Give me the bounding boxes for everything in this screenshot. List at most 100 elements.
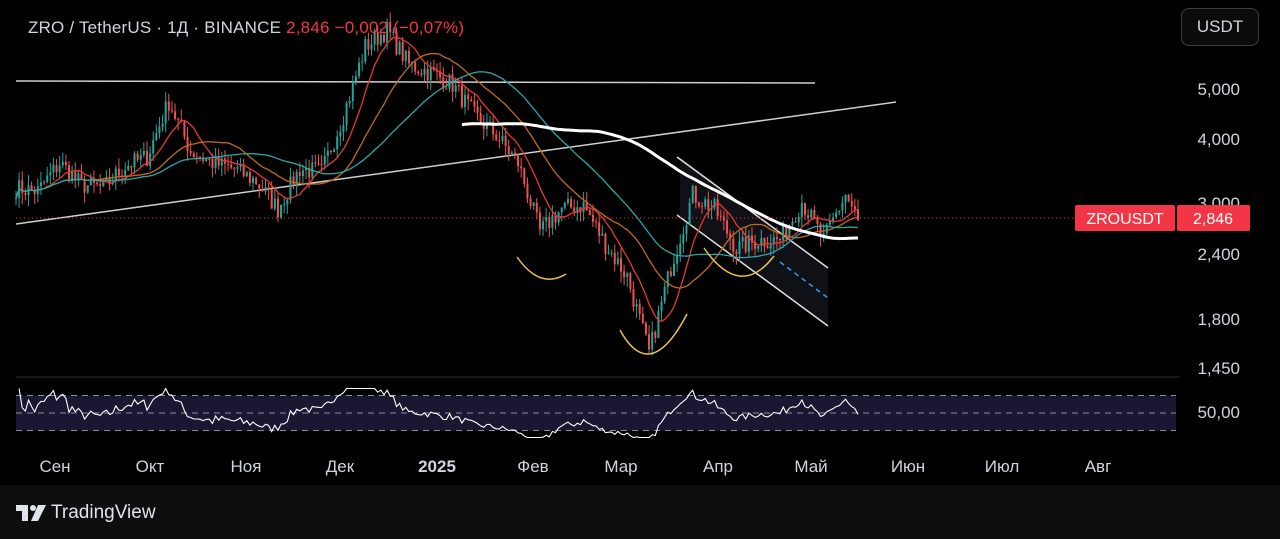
symbol-title[interactable]: ZRO / TetherUS · 1Д · BINANCE — [28, 18, 282, 37]
candle-body — [382, 34, 385, 43]
candle-body — [476, 106, 479, 114]
ascending-trendline — [15, 101, 897, 225]
candle-body — [819, 223, 822, 236]
candle-body — [757, 245, 760, 249]
candle-body — [49, 172, 52, 176]
candle-body — [420, 73, 423, 75]
candle-body — [738, 241, 741, 254]
candle-body — [857, 209, 859, 221]
candle-body — [669, 271, 672, 277]
candle-body — [308, 167, 311, 178]
candle-body — [601, 233, 604, 236]
candle-body — [460, 85, 463, 107]
candle-body — [448, 74, 451, 89]
candle-body — [80, 173, 83, 179]
currency-button[interactable]: USDT — [1181, 8, 1259, 46]
candle-body — [554, 215, 557, 223]
candle-body — [145, 151, 148, 166]
candle-body — [741, 236, 744, 242]
candle-body — [83, 178, 86, 193]
candle-body — [267, 187, 270, 190]
rsi-pane[interactable] — [16, 395, 1176, 431]
candle-body — [298, 171, 301, 176]
candle-body — [607, 252, 610, 254]
candle-body — [766, 246, 769, 249]
candle-body — [570, 199, 573, 208]
candle-body — [255, 177, 258, 185]
candle-body — [529, 198, 532, 206]
candle-body — [657, 310, 660, 338]
candle-body — [414, 62, 417, 72]
candle-body — [348, 101, 351, 104]
ma-200-line — [461, 122, 858, 241]
brand-name[interactable]: TradingView — [51, 502, 156, 523]
candle-body — [248, 171, 251, 183]
candle-body — [292, 176, 295, 186]
rsi-tick-50: 50,00 — [1197, 403, 1240, 422]
candle-body — [245, 171, 248, 177]
candle-body — [404, 50, 407, 61]
candle-body — [619, 258, 622, 272]
candle-body — [142, 151, 145, 156]
tradingview-logo-icon[interactable] — [16, 503, 46, 523]
candle-body — [697, 202, 700, 206]
candle-body — [445, 88, 448, 90]
candle-body — [676, 254, 679, 264]
candle-body — [326, 150, 329, 156]
candle-body — [629, 273, 632, 289]
price-label-value-bg — [1177, 205, 1250, 231]
candle-body — [273, 198, 276, 209]
candle-body — [429, 67, 432, 81]
candle-body — [638, 303, 641, 314]
candle-body — [208, 158, 211, 160]
channel-lower-line — [676, 214, 829, 327]
candle-body — [694, 186, 697, 203]
candle-body — [828, 221, 831, 225]
x-tick-sep: Сен — [39, 457, 70, 476]
x-tick-jun: Июн — [891, 457, 925, 476]
candle-body — [242, 163, 245, 177]
symbol-header[interactable]: ZRO / TetherUS · 1Д · BINANCE 2,846 −0,0… — [28, 18, 464, 38]
candle-body — [386, 21, 389, 43]
pattern-arcs — [516, 247, 775, 355]
candle-body — [417, 71, 420, 74]
candle-body — [495, 134, 498, 141]
candle-body — [666, 271, 669, 288]
ma-short-line — [15, 36, 859, 323]
candle-body — [763, 237, 766, 247]
candle-body — [71, 171, 74, 182]
x-tick-nov: Ноя — [231, 457, 262, 476]
rsi-line — [18, 387, 859, 439]
candle-body — [722, 216, 725, 221]
candle-body — [729, 233, 732, 239]
candle-body — [632, 288, 635, 307]
x-tick-oct: Окт — [136, 457, 165, 476]
candle-body — [470, 99, 473, 102]
x-tick-may: Май — [794, 457, 827, 476]
candle-body — [74, 171, 77, 180]
candle-body — [735, 251, 738, 254]
price-chart[interactable]: 5,000 4,000 3,000 2,400 1,800 1,450 50,0… — [0, 0, 1280, 485]
candle-body — [610, 252, 613, 254]
candle-body — [202, 157, 205, 162]
candle-body — [230, 164, 233, 168]
candle-body — [323, 155, 326, 165]
candle-body — [726, 220, 729, 234]
candle-body — [747, 235, 750, 252]
candle-body — [252, 177, 255, 183]
candle-body — [426, 68, 429, 81]
candle-body — [679, 243, 682, 255]
x-tick-2025: 2025 — [418, 457, 456, 476]
candle-body — [261, 188, 264, 192]
candle-body — [401, 42, 404, 61]
candle-body — [189, 150, 192, 154]
candle-body — [660, 301, 663, 311]
candle-body — [517, 154, 520, 167]
candle-body — [754, 242, 757, 249]
candle-body — [548, 217, 551, 228]
candle-body — [211, 159, 214, 169]
candle-body — [732, 238, 735, 252]
candle-body — [563, 202, 566, 208]
candle-body — [750, 235, 753, 243]
candle-body — [585, 201, 588, 211]
